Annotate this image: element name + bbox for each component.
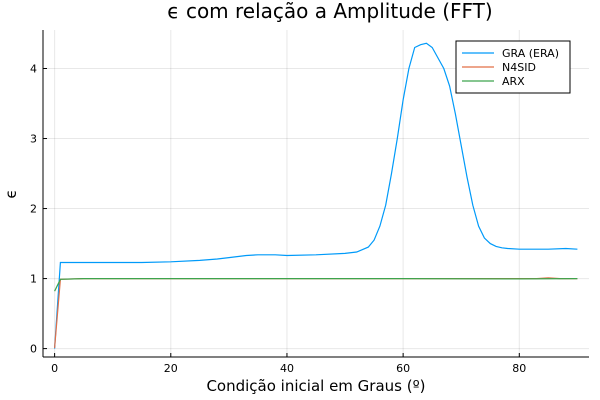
x-tick-label: 40 (280, 362, 294, 375)
x-tick-label: 0 (51, 362, 58, 375)
x-tick-labels: 0 20 40 60 80 (51, 353, 526, 375)
chart-title: ϵ com relação a Amplitude (FFT) (167, 0, 492, 23)
legend-label-arx: ARX (502, 75, 525, 88)
legend-label-gra-era: GRA (ERA) (502, 47, 559, 60)
x-axis-label: Condição inicial em Graus (º) (206, 377, 425, 395)
series-line-gra-era (54, 42, 578, 349)
y-tick-label: 3 (30, 133, 37, 146)
y-tick-label: 0 (30, 343, 37, 356)
y-tick-label: 1 (30, 273, 37, 286)
y-tick-labels: 0 1 2 3 4 (30, 63, 47, 356)
series-line-n4sid (54, 277, 578, 348)
x-tick-label: 60 (396, 362, 410, 375)
x-tick-label: 20 (164, 362, 178, 375)
series-lines (54, 42, 578, 349)
y-tick-label: 4 (30, 63, 37, 76)
x-tick-label: 80 (512, 362, 526, 375)
y-tick-label: 2 (30, 203, 37, 216)
series-line-arx (54, 278, 578, 292)
legend-label-n4sid: N4SID (502, 61, 536, 74)
y-axis-label: ϵ (2, 189, 20, 198)
